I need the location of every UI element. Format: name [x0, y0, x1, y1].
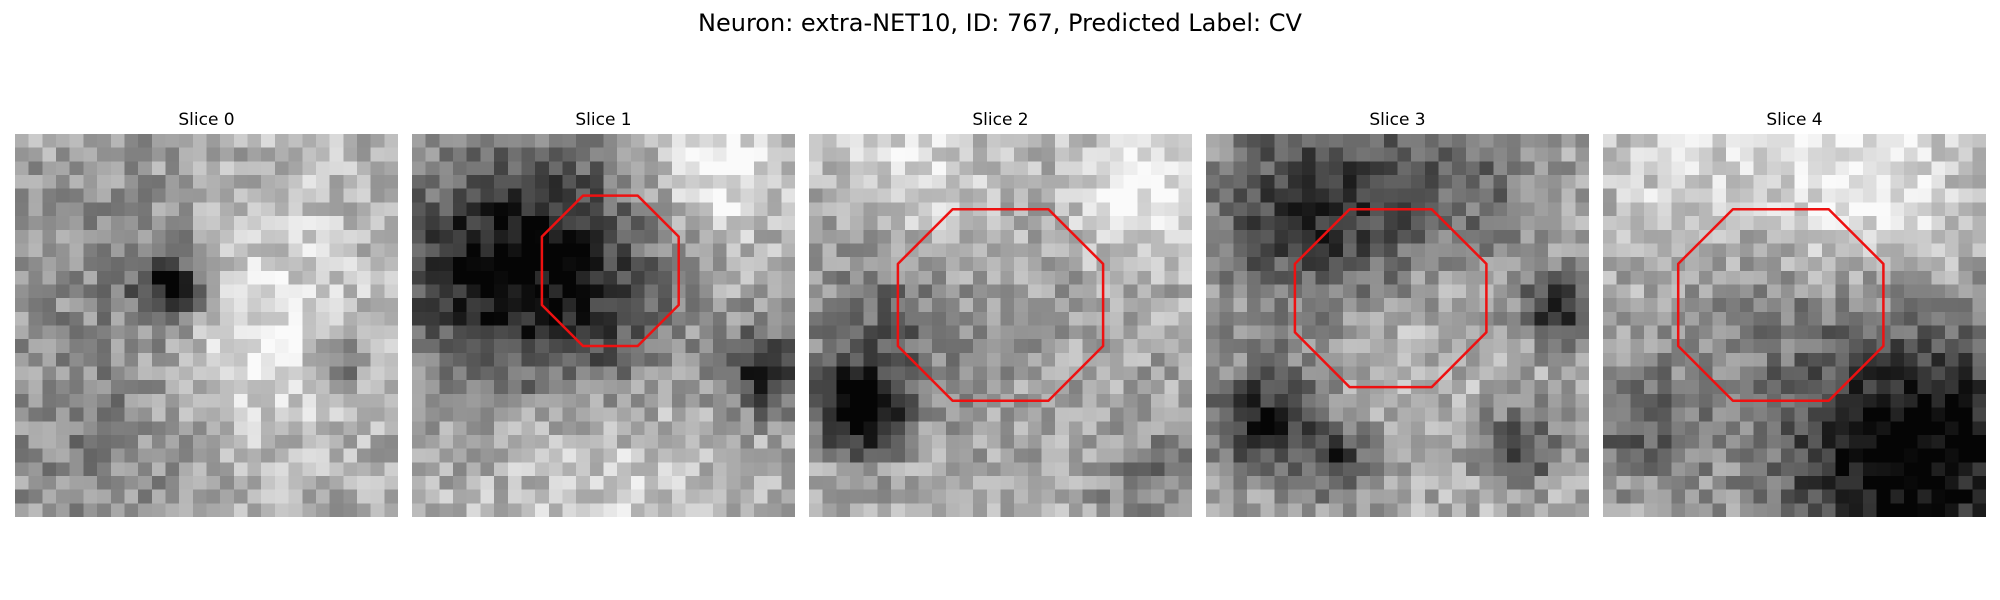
- slice-title: Slice 1: [575, 110, 632, 130]
- slice-panel-0: Slice 0: [15, 0, 398, 600]
- slice-image: [412, 134, 795, 517]
- slice-title: Slice 4: [1766, 110, 1823, 130]
- grayscale-image: [809, 134, 1192, 517]
- slice-panel-2: Slice 2: [809, 0, 1192, 600]
- roi-contour: [1676, 207, 1885, 402]
- roi-contour: [540, 194, 680, 348]
- roi-overlay: [1293, 207, 1488, 389]
- grayscale-image: [1603, 134, 1986, 517]
- grayscale-image: [1206, 134, 1589, 517]
- slice-panel-4: Slice 4: [1603, 0, 1986, 600]
- slice-title: Slice 3: [1369, 110, 1426, 130]
- slice-panel-3: Slice 3: [1206, 0, 1589, 600]
- slice-image: [1603, 134, 1986, 517]
- grayscale-image: [15, 134, 398, 517]
- slice-title: Slice 0: [178, 110, 235, 130]
- roi-overlay: [896, 207, 1105, 402]
- grayscale-image: [412, 134, 795, 517]
- roi-overlay: [540, 194, 680, 348]
- roi-overlay: [1676, 207, 1885, 402]
- figure-title: Neuron: extra-NET10, ID: 767, Predicted …: [698, 9, 1302, 37]
- slice-image: [15, 134, 398, 517]
- roi-contour: [896, 207, 1105, 402]
- roi-contour: [1293, 207, 1488, 389]
- slice-panel-1: Slice 1: [412, 0, 795, 600]
- slice-title: Slice 2: [972, 110, 1029, 130]
- slice-image: [1206, 134, 1589, 517]
- slice-image: [809, 134, 1192, 517]
